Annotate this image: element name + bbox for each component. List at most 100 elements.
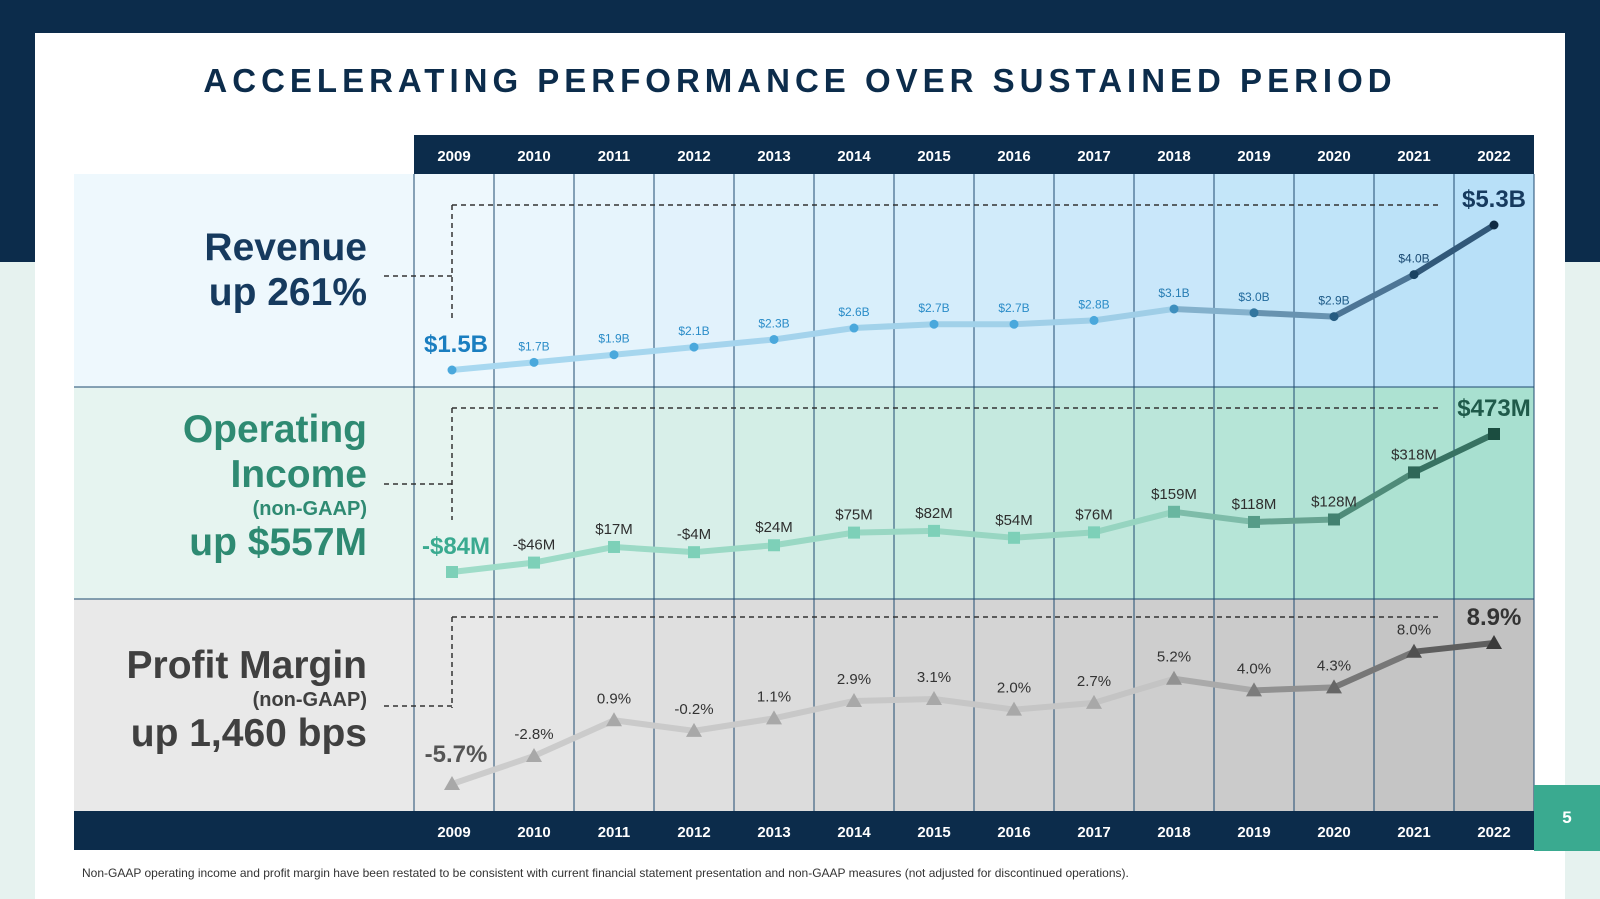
series-line-segment [611,344,697,358]
year-footer-label: 2010 [517,824,550,841]
row-column-bg [1454,174,1534,387]
data-point-marker [447,365,457,375]
data-point-marker [1409,270,1419,280]
revenue-row-label: Revenue up 261% [204,226,367,316]
data-point-marker [606,712,622,727]
data-label: 1.1% [757,688,791,705]
data-label: $2.7B [998,301,1029,315]
year-header-label: 2022 [1477,148,1510,165]
row-column-bg [1134,599,1214,811]
year-footer-label: 2011 [598,824,631,841]
series-line-segment [1331,469,1417,523]
data-point-marker [1168,505,1180,518]
year-footer-label: 2021 [1397,824,1430,841]
row-label-bg [74,174,414,387]
data-label: $128M [1311,493,1357,510]
data-label: $3.1B [1158,286,1189,300]
data-point-marker [846,692,862,707]
data-label: $159M [1151,486,1197,503]
data-label: $2.6B [838,305,869,319]
series-line-segment [851,527,937,536]
year-header-label: 2012 [677,148,710,165]
row-column-bg [494,174,574,387]
data-label: 2.7% [1077,673,1111,690]
data-point-marker [1006,701,1022,716]
row-column-bg [974,387,1054,599]
data-label: -2.8% [514,726,553,743]
data-point-marker [1008,531,1020,544]
data-point-marker [1326,679,1342,694]
year-header-label: 2017 [1077,148,1110,165]
year-header-label: 2013 [757,148,790,165]
series-line-segment [771,325,857,343]
row-column-bg [1054,387,1134,599]
year-footer-label: 2015 [917,824,950,841]
data-label-start: $1.5B [424,331,488,358]
series-line-segment [1411,222,1497,278]
data-point-marker [768,539,780,552]
operating-label-title2: Income [230,452,367,496]
data-label: $76M [1075,506,1113,523]
row-column-bg [894,387,974,599]
series-line-segment [771,529,857,549]
series-line-segment [1331,648,1417,691]
data-label: $1.9B [598,332,629,346]
data-point-marker [1408,466,1420,479]
series-line-segment [1171,508,1257,525]
data-point-marker [444,776,460,790]
data-label: 3.1% [917,669,951,686]
data-point-marker [1486,635,1502,649]
row-column-bg [494,599,574,811]
data-label: $75M [835,507,873,524]
data-label: $2.7B [918,301,949,315]
data-point-marker [926,691,942,706]
data-point-marker [529,357,539,367]
data-label: $2.9B [1318,294,1349,308]
footnote: Non-GAAP operating income and profit mar… [82,866,1129,880]
data-label: 4.3% [1317,657,1351,674]
series-line-segment [449,752,537,787]
series-line-segment [1091,675,1177,706]
row-column-bg [414,599,494,811]
year-footer-bar [74,811,1534,850]
row-column-bg [1454,387,1534,599]
operating-label-change: up $557M [189,520,367,564]
margin-label-title: Profit Margin [126,644,368,687]
series-line-segment [449,359,537,373]
data-label-end: 8.9% [1467,604,1522,631]
row-column-bg [1294,174,1374,387]
series-line-segment [1171,675,1257,694]
data-label: -$4M [677,526,711,543]
margin-row-label: Profit Margin (non-GAAP) up 1,460 bps [127,644,368,757]
series-line-segment [611,717,697,734]
row-column-bg [654,387,734,599]
year-header-bar [414,135,1534,174]
data-point-marker [446,566,458,578]
series-line-segment [931,527,1017,541]
row-column-bg [1054,174,1134,387]
row-column-bg [1134,174,1214,387]
row-column-bg [894,174,974,387]
series-line-segment [1171,305,1257,316]
data-label: 5.2% [1157,649,1191,666]
row-label-bg [74,387,414,599]
row-column-bg [1294,387,1374,599]
year-footer-label: 2009 [437,824,470,841]
series-line-segment [851,321,937,332]
data-point-marker [1328,513,1340,526]
data-label: $2.1B [678,324,709,338]
series-line-segment [691,336,777,351]
series-line-segment [851,696,937,704]
data-point-marker [849,323,859,333]
data-point-marker [688,546,700,559]
operating-label-note: (non-GAAP) [252,497,367,520]
page-number: 5 [1534,785,1600,851]
row-column-bg [1454,599,1534,811]
revenue-label-change: up 261% [208,270,367,314]
data-label: 4.0% [1237,660,1271,677]
year-header-label: 2015 [917,148,950,165]
data-label: -0.2% [674,701,713,718]
series-line-segment [1091,508,1177,536]
series-line-segment [531,351,617,366]
row-column-bg [414,387,494,599]
